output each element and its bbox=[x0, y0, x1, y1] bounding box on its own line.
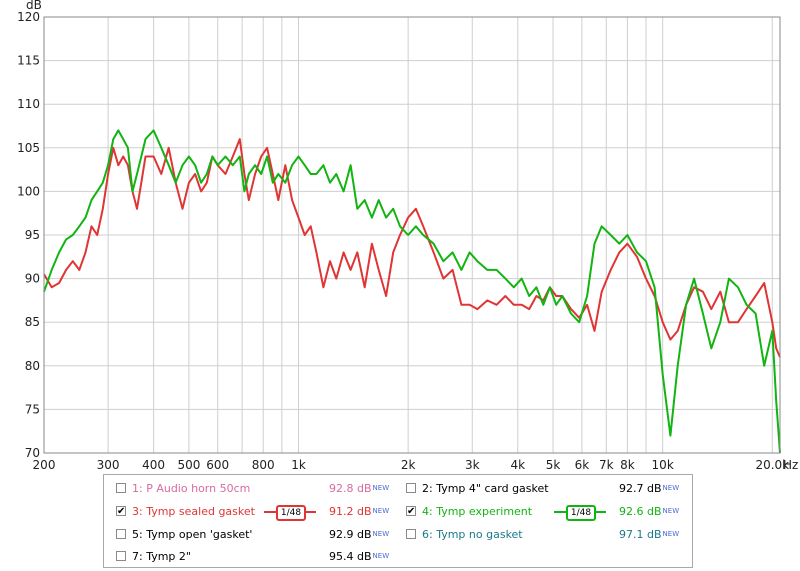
y-tick-label: 80 bbox=[25, 359, 40, 373]
legend-label-5: 5: Tymp open 'gasket' bbox=[132, 528, 253, 541]
legend-label-6: 6: Tymp no gasket bbox=[422, 528, 523, 541]
y-tick-label: 105 bbox=[17, 141, 40, 155]
y-axis-ticks: 70 75 80 85 90 95 100 105 110 115 120 bbox=[17, 10, 40, 460]
smoothing-indicator-3[interactable]: 1/48 bbox=[264, 505, 316, 521]
y-tick-label: 95 bbox=[25, 228, 40, 242]
y-tick-label: 100 bbox=[17, 184, 40, 198]
legend-item-6[interactable]: 6: Tymp no gasket 97.1 dBNEW bbox=[404, 526, 684, 544]
y-tick-label: 75 bbox=[25, 402, 40, 416]
legend-item-5[interactable]: 5: Tymp open 'gasket' 92.9 dBNEW bbox=[114, 526, 389, 544]
legend-value-7: 95.4 dBNEW bbox=[329, 550, 390, 563]
legend-item-4[interactable]: ✔ 4: Tymp experiment 1/48 92.6 dBNEW bbox=[404, 503, 684, 521]
x-tick-label: 800 bbox=[252, 458, 275, 472]
x-tick-label: 300 bbox=[97, 458, 120, 472]
x-tick-label: 400 bbox=[142, 458, 165, 472]
legend-value-3: 91.2 dBNEW bbox=[329, 505, 390, 518]
x-tick-label: 8k bbox=[620, 458, 635, 472]
legend-label-4: 4: Tymp experiment bbox=[422, 505, 533, 518]
plot-frame bbox=[43, 16, 781, 454]
legend-checkbox-2[interactable] bbox=[406, 483, 416, 493]
legend-checkbox-3[interactable]: ✔ bbox=[116, 506, 126, 517]
y-tick-label: 115 bbox=[17, 54, 40, 68]
legend-value-2: 92.7 dBNEW bbox=[619, 482, 680, 495]
x-tick-label: 10k bbox=[652, 458, 674, 472]
legend-label-1: 1: P Audio horn 50cm bbox=[132, 482, 251, 495]
y-tick-label: 110 bbox=[17, 97, 40, 111]
legend-value-4: 92.6 dBNEW bbox=[619, 505, 680, 518]
legend-panel: 1: P Audio horn 50cm 92.8 dBNEW 2: Tymp … bbox=[103, 474, 693, 568]
legend-label-3: 3: Tymp sealed gasket bbox=[132, 505, 255, 518]
legend-checkbox-6[interactable] bbox=[406, 529, 416, 539]
x-tick-label: 500 bbox=[177, 458, 200, 472]
legend-value-1: 92.8 dBNEW bbox=[329, 482, 390, 495]
legend-label-7: 7: Tymp 2" bbox=[132, 550, 191, 563]
x-tick-label: 3k bbox=[465, 458, 480, 472]
legend-item-7[interactable]: 7: Tymp 2" 95.4 dBNEW bbox=[114, 548, 389, 566]
x-tick-label: 6k bbox=[575, 458, 590, 472]
x-tick-label: 7k bbox=[599, 458, 614, 472]
x-tick-label: 1k bbox=[291, 458, 306, 472]
legend-value-6: 97.1 dBNEW bbox=[619, 528, 680, 541]
legend-label-2: 2: Tymp 4" card gasket bbox=[422, 482, 549, 495]
series-line-2 bbox=[43, 129, 781, 454]
x-axis-ticks: 200 300 400 500 600 800 1k 2k 3k 4k 5k 6k 7k 8k 10k 20.… bbox=[33, 458, 790, 472]
y-axis-unit: dB bbox=[26, 0, 42, 12]
legend-value-5: 92.9 dBNEW bbox=[329, 528, 390, 541]
x-tick-label: 200 bbox=[33, 458, 56, 472]
legend-checkbox-7[interactable] bbox=[116, 551, 126, 561]
y-tick-label: 120 bbox=[17, 10, 40, 24]
legend-item-1[interactable]: 1: P Audio horn 50cm 92.8 dBNEW bbox=[114, 480, 389, 498]
smoothing-indicator-4[interactable]: 1/48 bbox=[554, 505, 606, 521]
x-tick-label: 5k bbox=[546, 458, 561, 472]
legend-checkbox-5[interactable] bbox=[116, 529, 126, 539]
legend-checkbox-1[interactable] bbox=[116, 483, 126, 493]
y-tick-label: 85 bbox=[25, 315, 40, 329]
y-tick-label: 70 bbox=[25, 446, 40, 460]
x-tick-label: 600 bbox=[206, 458, 229, 472]
x-tick-label: 4k bbox=[510, 458, 525, 472]
x-axis-unit: Hz bbox=[783, 458, 798, 472]
x-tick-label: 2k bbox=[401, 458, 416, 472]
x-tick-label: 20.0k bbox=[755, 458, 789, 472]
legend-item-2[interactable]: 2: Tymp 4" card gasket 92.7 dBNEW bbox=[404, 480, 684, 498]
legend-checkbox-4[interactable]: ✔ bbox=[406, 506, 416, 517]
frequency-response-chart: 70 75 80 85 90 95 100 105 110 115 120 200 300 400 500… bbox=[17, 0, 798, 472]
series-line-1 bbox=[43, 138, 781, 358]
legend-item-3[interactable]: ✔ 3: Tymp sealed gasket 1/48 91.2 dBNEW bbox=[114, 503, 389, 521]
grid bbox=[43, 16, 780, 454]
series-lines bbox=[43, 129, 781, 454]
y-tick-label: 90 bbox=[25, 272, 40, 286]
